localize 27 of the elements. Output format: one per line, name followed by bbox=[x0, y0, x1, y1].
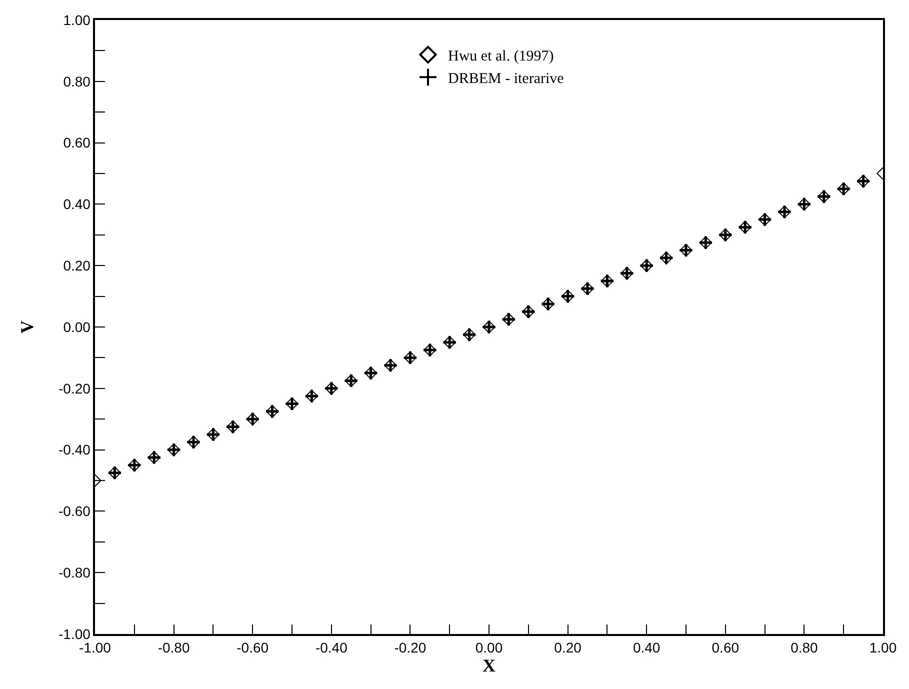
y-tick-label: -0.80 bbox=[58, 564, 91, 580]
y-axis-title: V bbox=[17, 320, 38, 334]
y-tick-label: 0.80 bbox=[63, 73, 91, 90]
y-tick-label: 1.00 bbox=[63, 12, 91, 28]
y-tick-label: 0.20 bbox=[63, 258, 91, 274]
x-tick-label: -0.20 bbox=[394, 640, 426, 656]
y-tick-label: 0.40 bbox=[63, 196, 91, 212]
x-tick-label: -0.40 bbox=[315, 640, 348, 656]
y-tick-label: -1.00 bbox=[58, 626, 91, 642]
y-tick-label: 0.00 bbox=[63, 318, 91, 335]
x-tick-label: 0.20 bbox=[554, 640, 582, 656]
x-tick-label: -1.00 bbox=[79, 640, 112, 656]
x-tick-label: 0.40 bbox=[632, 640, 660, 656]
x-axis-title: X bbox=[482, 656, 496, 676]
y-tick-label: -0.60 bbox=[58, 503, 91, 520]
x-tick-label: -0.60 bbox=[236, 640, 269, 656]
y-tick-label: -0.40 bbox=[58, 442, 91, 458]
x-tick-label: 0.60 bbox=[712, 640, 740, 656]
y-tick-label: -0.20 bbox=[58, 380, 91, 396]
x-tick-label: 1.00 bbox=[869, 640, 897, 656]
point bbox=[482, 320, 496, 334]
x-tick-label: -0.80 bbox=[158, 640, 190, 656]
y-tick-label: 0.60 bbox=[63, 134, 91, 151]
x-tick-label: 0.80 bbox=[790, 640, 818, 656]
x-tick-label: 0.00 bbox=[475, 640, 503, 656]
legend-label: DRBEM - iterarive bbox=[448, 71, 564, 88]
legend-label: Hwu et al. (1997) bbox=[448, 48, 554, 65]
